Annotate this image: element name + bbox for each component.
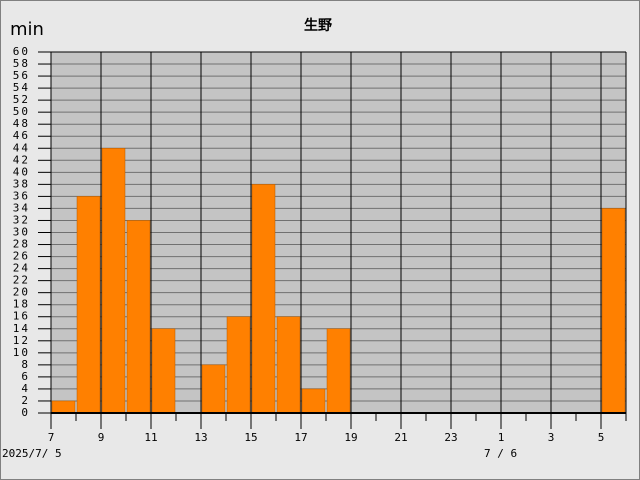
y-tick-label: 54 [13, 81, 30, 94]
y-tick-label: 10 [13, 346, 30, 359]
y-tick-label: 36 [13, 189, 30, 202]
y-tick-label: 44 [13, 141, 30, 154]
bar [276, 316, 301, 414]
y-tick-label: 52 [13, 93, 30, 106]
y-tick-label: 16 [13, 310, 30, 323]
bar [51, 400, 76, 414]
y-tick-label: 20 [13, 286, 30, 299]
x-tick-label: 17 [294, 431, 307, 444]
y-tick-label: 6 [21, 370, 30, 383]
y-tick-label: 24 [13, 262, 30, 275]
y-tick-label: 18 [13, 298, 30, 311]
y-tick-label: 40 [13, 165, 30, 178]
bar [326, 328, 351, 414]
y-tick-label: 34 [13, 201, 30, 214]
y-axis-label: min [10, 19, 44, 40]
bar [226, 316, 251, 414]
x-tick-label: 5 [598, 431, 605, 444]
bar [126, 220, 151, 414]
y-tick-label: 4 [21, 382, 30, 395]
bar [101, 148, 126, 414]
y-tick-label: 42 [13, 153, 30, 166]
x-tick-label: 7 [48, 431, 55, 444]
x-tick-label: 19 [344, 431, 357, 444]
y-tick-label: 38 [13, 177, 30, 190]
x-tick-label: 21 [394, 431, 407, 444]
y-tick-label: 26 [13, 250, 30, 263]
y-tick-label: 58 [13, 57, 30, 70]
x-tick-label: 11 [144, 431, 157, 444]
bar [201, 364, 226, 414]
y-tick-label: 56 [13, 69, 30, 82]
y-tick-label: 50 [13, 105, 30, 118]
x-tick-label: 3 [548, 431, 555, 444]
y-tick-label: 28 [13, 238, 30, 251]
x-tick-label: 1 [498, 431, 505, 444]
y-tick-label: 2 [21, 394, 30, 407]
y-tick-label: 22 [13, 274, 30, 287]
y-tick-label: 32 [13, 213, 30, 226]
y-tick-label: 0 [21, 406, 30, 419]
x-tick-label: 9 [98, 431, 105, 444]
chart-title: 生野 [304, 17, 332, 34]
x-tick-label: 23 [444, 431, 457, 444]
x-tick-label: 13 [194, 431, 207, 444]
y-tick-label: 48 [13, 117, 30, 130]
x-tick-label: 15 [244, 431, 257, 444]
date-label: 7 / 6 [484, 447, 517, 460]
y-tick-label: 30 [13, 226, 30, 239]
y-tick-label: 60 [13, 45, 30, 58]
bar [151, 328, 176, 414]
bar [76, 196, 101, 414]
y-tick-label: 14 [13, 322, 30, 335]
y-tick-label: 8 [21, 358, 30, 371]
date-label: 2025/7/ 5 [2, 447, 62, 460]
bar [601, 208, 626, 414]
bar [301, 388, 326, 414]
y-tick-label: 46 [13, 129, 30, 142]
bar [251, 184, 276, 414]
y-tick-label: 12 [13, 334, 30, 347]
